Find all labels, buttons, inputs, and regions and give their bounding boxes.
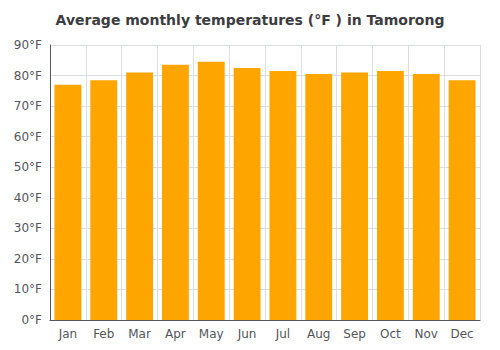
svg-text:40°F: 40°F	[14, 191, 42, 205]
svg-text:Average monthly temperatures (: Average monthly temperatures (°F ) in Ta…	[56, 12, 445, 28]
svg-text:Nov: Nov	[415, 327, 438, 341]
svg-text:Apr: Apr	[165, 327, 186, 341]
svg-text:Sep: Sep	[343, 327, 366, 341]
svg-text:Jul: Jul	[275, 327, 290, 341]
svg-text:Oct: Oct	[380, 327, 401, 341]
svg-text:70°F: 70°F	[14, 99, 42, 113]
svg-text:Feb: Feb	[93, 327, 114, 341]
svg-text:10°F: 10°F	[14, 282, 42, 296]
svg-text:Jan: Jan	[58, 327, 78, 341]
svg-text:0°F: 0°F	[21, 313, 42, 327]
svg-text:30°F: 30°F	[14, 221, 42, 235]
svg-text:50°F: 50°F	[14, 160, 42, 174]
svg-text:May: May	[199, 327, 224, 341]
svg-text:90°F: 90°F	[14, 38, 42, 52]
svg-text:Mar: Mar	[128, 327, 151, 341]
svg-text:80°F: 80°F	[14, 69, 42, 83]
svg-text:Dec: Dec	[450, 327, 473, 341]
svg-text:60°F: 60°F	[14, 130, 42, 144]
svg-text:Aug: Aug	[307, 327, 330, 341]
svg-text:20°F: 20°F	[14, 252, 42, 266]
svg-text:Jun: Jun	[237, 327, 257, 341]
